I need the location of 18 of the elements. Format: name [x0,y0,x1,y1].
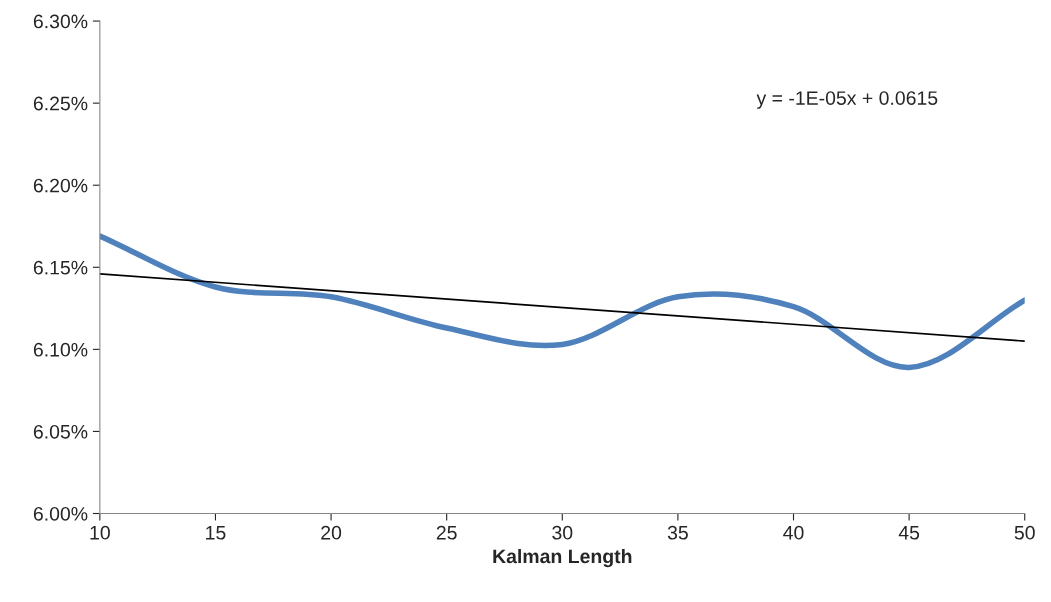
y-tick-label: 6.25% [33,96,88,111]
y-tick-label: 6.30% [33,14,88,29]
x-tick-label: 10 [90,525,110,540]
x-tick-label: 25 [436,525,457,540]
y-tick-label: 6.00% [33,506,88,521]
x-tick-label: 35 [667,525,688,540]
y-tick-label: 6.05% [33,424,88,439]
x-axis-title: Kalman Length [493,548,632,568]
annotation: y = -1E-05x + 0.0615 [756,91,938,109]
y-tick-label: 6.15% [33,260,88,275]
x-tick-label: 15 [206,526,226,540]
x-tick-label: 45 [898,526,920,540]
x-tick-label: 30 [552,525,573,540]
y-tick-label: 6.20% [33,178,88,193]
x-tick-label: 20 [321,525,342,540]
y-tick-label: 6.10% [33,342,88,357]
x-tick-label: 50 [1014,525,1035,540]
x-tick-label: 40 [783,525,804,540]
